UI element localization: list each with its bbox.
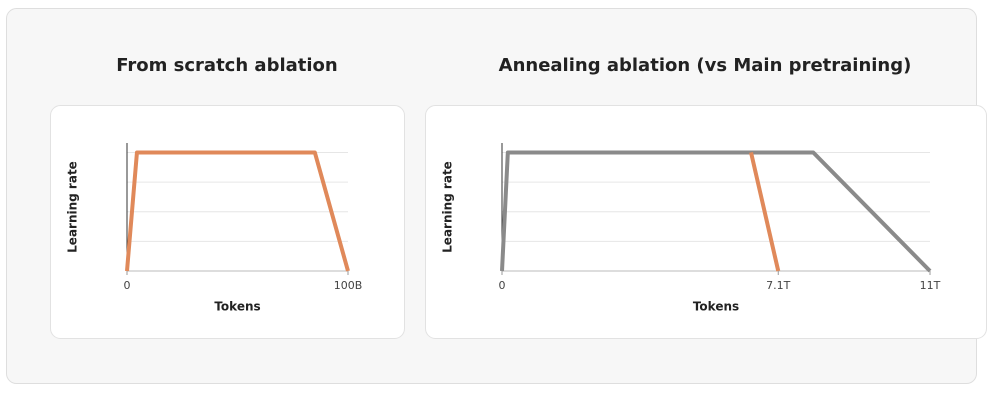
chart-title: From scratch ablation	[116, 55, 337, 76]
x-tick-label: 7.1T	[766, 279, 790, 292]
x-tick-label: 100B	[334, 279, 363, 292]
line-series	[749, 152, 781, 272]
line-series	[500, 150, 932, 273]
x-axis-label: Tokens	[214, 300, 260, 314]
chart-card	[425, 105, 987, 339]
chart-title: Annealing ablation (vs Main pretraining)	[499, 55, 912, 76]
line-series	[125, 150, 350, 272]
x-tick-label: 0	[124, 279, 131, 292]
y-axis-label: Learning rate	[441, 161, 455, 253]
x-tick-label: 11T	[920, 279, 941, 292]
y-axis-label: Learning rate	[66, 161, 80, 253]
x-tick-label: 0	[499, 279, 506, 292]
x-axis-label: Tokens	[693, 300, 739, 314]
